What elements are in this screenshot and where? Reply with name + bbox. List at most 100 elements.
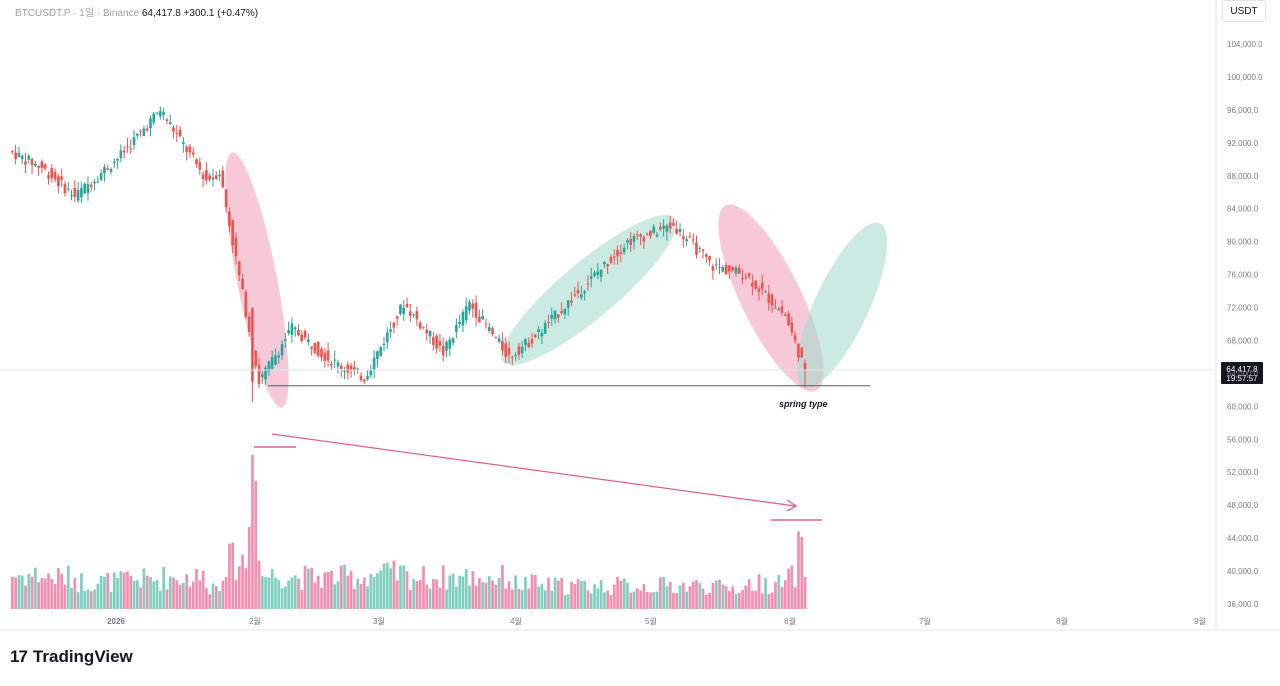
candle-body [165, 119, 169, 121]
volume-bar [510, 589, 514, 609]
candle [379, 346, 383, 357]
candle-body [471, 303, 475, 309]
candle-body [11, 151, 14, 153]
volume-bar [481, 581, 485, 609]
candle-body [201, 174, 205, 180]
candle [392, 321, 396, 334]
time-tick-label: 2월 [249, 616, 261, 626]
candle-body [182, 142, 185, 145]
candle [514, 352, 517, 361]
candle [714, 258, 718, 271]
volume-bar [149, 577, 152, 609]
volume-bar [573, 583, 577, 609]
candle-body [573, 294, 577, 296]
candle-body [126, 146, 129, 148]
volume-bar [376, 573, 379, 609]
candle [290, 317, 294, 343]
candle-body [803, 362, 807, 370]
volume-bar [629, 592, 633, 609]
candle-body [313, 342, 317, 354]
candle [366, 369, 369, 381]
candle [708, 255, 711, 266]
candle [764, 289, 767, 293]
candle [267, 360, 271, 376]
volume-bar [237, 566, 241, 609]
candle-body [53, 172, 57, 180]
candle [744, 273, 748, 281]
candle-body [300, 334, 304, 342]
volume-bar [103, 576, 106, 609]
volume-bar [734, 593, 738, 609]
candle [129, 139, 133, 154]
currency-button[interactable]: USDT [1222, 0, 1266, 22]
volume-bar [182, 583, 185, 609]
candle [507, 341, 511, 364]
volume-bar [603, 592, 606, 609]
volume-bar [34, 567, 37, 609]
volume-bar [599, 579, 603, 609]
volume-bar [307, 568, 310, 609]
volume-divergence-arrow [271, 433, 796, 507]
candle-body [155, 112, 159, 114]
candle-body [185, 146, 188, 152]
candle-body [566, 300, 570, 308]
candle-body [159, 111, 162, 117]
timeframe-label[interactable]: 1일 [79, 8, 95, 19]
time-tick-label: 7월 [919, 616, 931, 626]
symbol-label[interactable]: BTCUSDT.P [15, 8, 71, 19]
volume-bar [754, 590, 758, 609]
candle [510, 355, 514, 366]
volume-bar [747, 579, 751, 609]
volume-bar [527, 588, 531, 609]
candle-body [543, 323, 547, 334]
candle [596, 263, 600, 280]
candle [672, 218, 675, 227]
volume-bar [774, 581, 777, 609]
candle [231, 219, 235, 254]
volume-bar [323, 572, 327, 609]
candle-body [711, 266, 715, 271]
candle [53, 168, 57, 183]
volume-bar [47, 573, 50, 609]
volume-bar [142, 568, 146, 609]
candle-body [366, 375, 369, 380]
candle-body [129, 148, 133, 150]
volume-bar [145, 575, 149, 609]
candle-body [629, 238, 633, 245]
candle [428, 330, 432, 344]
candle-body [606, 264, 609, 267]
volume-bar [221, 580, 225, 609]
volume-bar [432, 579, 435, 609]
candle-body [553, 310, 557, 320]
candle-body [678, 228, 682, 233]
volume-bar [11, 576, 14, 609]
time-tick-label: 3월 [373, 616, 385, 626]
candle-body [389, 329, 392, 332]
volume-bar [471, 571, 475, 609]
volume-bar [695, 580, 698, 609]
candle-body [652, 226, 656, 234]
candle [47, 171, 50, 185]
candle-body [142, 128, 146, 136]
candle-body [474, 302, 478, 318]
candle [497, 334, 501, 344]
candle-body [737, 267, 741, 274]
candle-body [116, 159, 119, 161]
volume-bar [247, 526, 251, 609]
candle-body [376, 351, 379, 359]
price-tick-label: 36,000.0 [1227, 600, 1259, 609]
candle [93, 179, 96, 191]
candle [527, 337, 531, 349]
volume-bar [619, 580, 623, 609]
candle [787, 310, 790, 326]
candle [626, 238, 629, 250]
volume-bar [191, 581, 195, 609]
volume-bar [711, 582, 715, 609]
candle [550, 307, 554, 326]
candle-body [464, 306, 468, 321]
volume-bar [626, 582, 629, 609]
volume-bar [155, 579, 159, 609]
candle-body [172, 127, 175, 132]
candle [11, 150, 14, 155]
tradingview-logo[interactable]: 17 TradingView [10, 647, 133, 667]
